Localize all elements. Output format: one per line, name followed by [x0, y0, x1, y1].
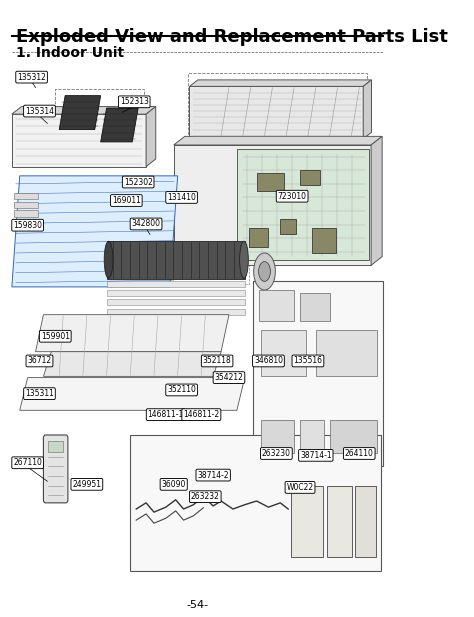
Polygon shape — [190, 80, 372, 86]
FancyBboxPatch shape — [261, 330, 306, 376]
Text: 135314: 135314 — [25, 107, 54, 115]
Polygon shape — [363, 80, 372, 139]
Polygon shape — [107, 308, 245, 315]
Polygon shape — [44, 352, 221, 376]
Polygon shape — [371, 136, 382, 265]
Polygon shape — [100, 108, 138, 142]
Ellipse shape — [259, 262, 271, 281]
Text: 135312: 135312 — [17, 73, 46, 81]
FancyBboxPatch shape — [292, 486, 322, 557]
Polygon shape — [146, 107, 156, 167]
Text: 352110: 352110 — [167, 386, 196, 394]
Text: 146811-1: 146811-1 — [148, 410, 184, 419]
Ellipse shape — [254, 253, 275, 290]
Polygon shape — [12, 107, 156, 114]
FancyBboxPatch shape — [329, 420, 377, 453]
FancyBboxPatch shape — [300, 170, 320, 185]
Text: 135311: 135311 — [25, 389, 54, 398]
FancyBboxPatch shape — [256, 173, 284, 191]
Text: 354212: 354212 — [215, 373, 244, 382]
FancyBboxPatch shape — [44, 435, 68, 503]
Polygon shape — [20, 378, 245, 410]
Text: 159901: 159901 — [41, 332, 70, 341]
Text: 38714-1: 38714-1 — [300, 451, 332, 460]
FancyBboxPatch shape — [14, 202, 37, 208]
Polygon shape — [12, 176, 178, 287]
Text: 38714-2: 38714-2 — [197, 471, 229, 479]
Text: 249951: 249951 — [73, 480, 101, 489]
FancyBboxPatch shape — [327, 486, 352, 557]
Text: 152313: 152313 — [120, 97, 149, 106]
Text: 131410: 131410 — [167, 193, 196, 202]
FancyBboxPatch shape — [130, 435, 381, 571]
Polygon shape — [107, 290, 245, 296]
FancyBboxPatch shape — [14, 219, 37, 225]
Polygon shape — [107, 241, 245, 279]
Text: 146811-2: 146811-2 — [183, 410, 219, 419]
FancyBboxPatch shape — [14, 210, 37, 217]
Text: 346810: 346810 — [254, 357, 283, 365]
Text: 159830: 159830 — [13, 221, 42, 230]
Text: -54-: -54- — [186, 600, 209, 610]
Polygon shape — [173, 136, 382, 145]
Ellipse shape — [240, 241, 248, 278]
Polygon shape — [237, 149, 369, 260]
Polygon shape — [36, 315, 229, 352]
FancyBboxPatch shape — [249, 228, 268, 247]
Polygon shape — [173, 145, 371, 265]
FancyBboxPatch shape — [253, 281, 383, 466]
FancyBboxPatch shape — [355, 486, 376, 557]
FancyBboxPatch shape — [14, 193, 37, 199]
Text: 263232: 263232 — [191, 492, 220, 501]
Polygon shape — [12, 114, 146, 167]
Text: W0C22: W0C22 — [286, 483, 314, 492]
Text: 36090: 36090 — [162, 480, 186, 489]
Ellipse shape — [104, 241, 113, 278]
Text: 169011: 169011 — [112, 196, 141, 205]
Text: 1. Indoor Unit: 1. Indoor Unit — [16, 46, 124, 60]
FancyBboxPatch shape — [300, 293, 329, 321]
Polygon shape — [107, 299, 245, 305]
FancyBboxPatch shape — [261, 420, 294, 453]
Text: 342800: 342800 — [132, 220, 161, 228]
FancyBboxPatch shape — [48, 441, 63, 452]
Text: 267110: 267110 — [13, 458, 42, 467]
Text: 152302: 152302 — [124, 178, 153, 186]
FancyBboxPatch shape — [316, 330, 377, 376]
Text: 264110: 264110 — [345, 449, 374, 458]
Text: 352118: 352118 — [203, 357, 231, 365]
FancyBboxPatch shape — [312, 228, 336, 253]
Text: 135516: 135516 — [293, 357, 322, 365]
Polygon shape — [59, 96, 100, 130]
Polygon shape — [190, 86, 363, 139]
Polygon shape — [107, 281, 245, 287]
FancyBboxPatch shape — [280, 219, 296, 234]
FancyBboxPatch shape — [259, 290, 294, 321]
Text: 36712: 36712 — [27, 357, 52, 365]
Text: Exploded View and Replacement Parts List: Exploded View and Replacement Parts List — [16, 28, 447, 46]
Text: 723010: 723010 — [278, 192, 307, 201]
FancyBboxPatch shape — [300, 420, 324, 453]
Text: 263230: 263230 — [262, 449, 291, 458]
